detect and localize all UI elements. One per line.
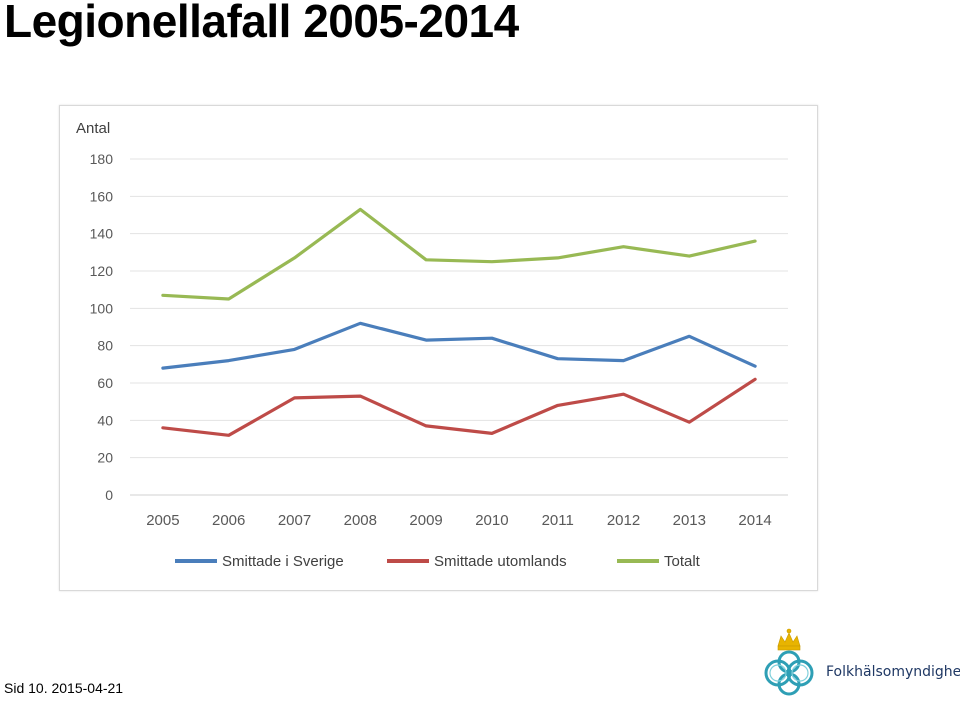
- series-line-3: [161, 207, 757, 301]
- chart-frame: 0 20 40 60 80 100 120 140 160 180 Antal 2005 2006 200…: [59, 105, 818, 591]
- x-tick-label: 2008: [344, 512, 377, 529]
- x-tick-label: 2014: [738, 512, 771, 529]
- x-tick-label: 2010: [475, 512, 508, 529]
- y-tick-label: 40: [97, 412, 113, 428]
- x-tick-label: 2013: [673, 512, 706, 529]
- y-tick-label: 140: [90, 226, 114, 242]
- series-line-2: [161, 377, 757, 437]
- y-tick-label: 60: [97, 375, 113, 391]
- legend-label: Smittade utomlands: [434, 553, 567, 570]
- line-chart: 0 20 40 60 80 100 120 140 160 180 Antal 2005 2006 200…: [76, 120, 788, 570]
- y-tick-label: 120: [90, 263, 114, 279]
- y-tick-label: 0: [105, 487, 113, 503]
- footer-date: 2015-04-21: [51, 680, 124, 696]
- x-tick-label: 2005: [146, 512, 179, 529]
- x-tick-label: 2006: [212, 512, 245, 529]
- y-tick-label: 20: [97, 450, 113, 466]
- legend-label: Smittade i Sverige: [222, 553, 344, 570]
- y-tick-label: 160: [90, 188, 114, 204]
- page-number: Sid 10.: [4, 680, 48, 696]
- footer: Sid 10. 2015-04-21: [4, 680, 123, 696]
- x-tick-label: 2011: [542, 512, 574, 529]
- y-tick-label: 100: [90, 300, 114, 316]
- logo-text: Folkhälsomyndigheten: [826, 664, 960, 680]
- x-tick-label: 2009: [409, 512, 442, 529]
- crown-knot-emblem-icon: [764, 628, 814, 696]
- y-axis-label: Antal: [76, 120, 110, 137]
- series-line-1: [161, 321, 757, 370]
- y-tick-label: 80: [97, 338, 113, 354]
- x-tick-label: 2012: [607, 512, 640, 529]
- legend-label: Totalt: [664, 553, 701, 570]
- slide-title: Legionellafall 2005-2014: [4, 0, 519, 47]
- y-tick-label: 180: [90, 151, 114, 167]
- agency-logo: Folkhälsomyndigheten: [756, 626, 960, 699]
- x-tick-label: 2007: [278, 512, 311, 529]
